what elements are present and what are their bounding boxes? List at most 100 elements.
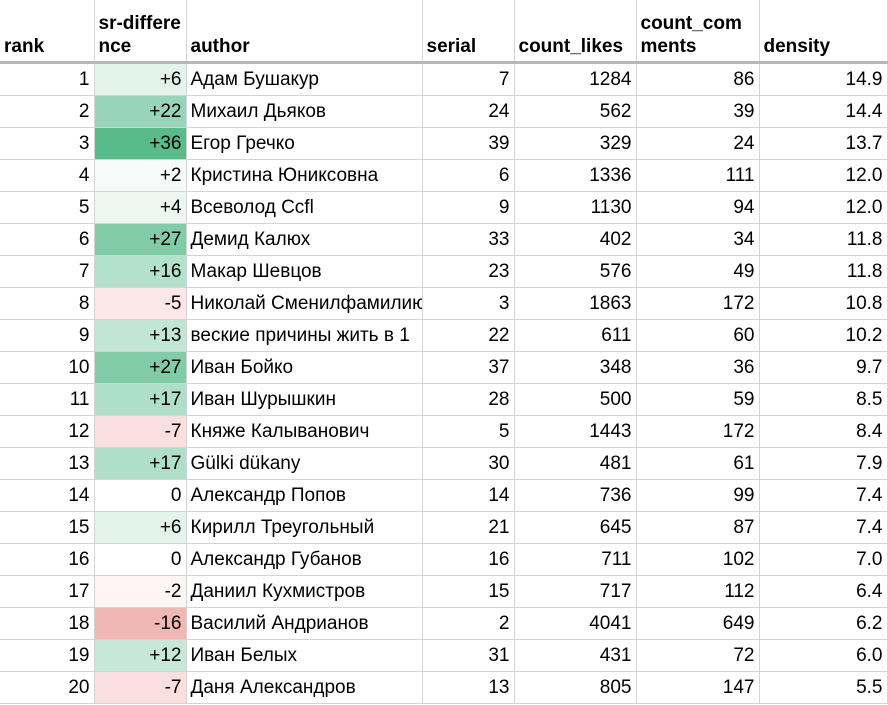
cell-sr-difference[interactable]: -7: [94, 671, 187, 704]
cell-author[interactable]: Макар Шевцов: [186, 255, 423, 288]
cell-rank[interactable]: 13: [0, 447, 95, 480]
cell-count-comments[interactable]: 99: [636, 479, 760, 512]
cell-count-comments[interactable]: 111: [636, 159, 760, 192]
cell-serial[interactable]: 21: [422, 511, 515, 544]
cell-rank[interactable]: 20: [0, 671, 95, 704]
cell-author[interactable]: Адам Бушакур: [186, 62, 423, 96]
cell-density[interactable]: 10.8: [759, 287, 888, 320]
cell-rank[interactable]: 7: [0, 255, 95, 288]
cell-density[interactable]: 12.0: [759, 191, 888, 224]
cell-count-likes[interactable]: 562: [514, 95, 637, 128]
cell-sr-difference[interactable]: -16: [94, 607, 187, 640]
cell-rank[interactable]: 16: [0, 543, 95, 576]
cell-density[interactable]: 7.0: [759, 543, 888, 576]
cell-density[interactable]: 12.0: [759, 159, 888, 192]
cell-count-likes[interactable]: 611: [514, 319, 637, 352]
cell-count-comments[interactable]: 94: [636, 191, 760, 224]
cell-count-comments[interactable]: 172: [636, 287, 760, 320]
header-rank[interactable]: rank: [0, 0, 95, 64]
cell-count-likes[interactable]: 736: [514, 479, 637, 512]
cell-count-comments[interactable]: 112: [636, 575, 760, 608]
cell-count-likes[interactable]: 805: [514, 671, 637, 704]
cell-author[interactable]: Александр Губанов: [186, 543, 423, 576]
cell-author[interactable]: Кирилл Треугольный: [186, 511, 423, 544]
cell-serial[interactable]: 24: [422, 95, 515, 128]
cell-rank[interactable]: 19: [0, 639, 95, 672]
cell-rank[interactable]: 18: [0, 607, 95, 640]
cell-serial[interactable]: 9: [422, 191, 515, 224]
cell-sr-difference[interactable]: +27: [94, 351, 187, 384]
cell-serial[interactable]: 3: [422, 287, 515, 320]
cell-rank[interactable]: 8: [0, 287, 95, 320]
cell-sr-difference[interactable]: +17: [94, 383, 187, 416]
cell-sr-difference[interactable]: +16: [94, 255, 187, 288]
cell-serial[interactable]: 7: [422, 62, 515, 96]
cell-count-likes[interactable]: 645: [514, 511, 637, 544]
cell-author[interactable]: Кристина Юниксовна: [186, 159, 423, 192]
cell-author[interactable]: Иван Бойко: [186, 351, 423, 384]
header-density[interactable]: density: [759, 0, 888, 64]
cell-density[interactable]: 7.4: [759, 479, 888, 512]
cell-count-likes[interactable]: 717: [514, 575, 637, 608]
cell-serial[interactable]: 5: [422, 415, 515, 448]
cell-density[interactable]: 11.8: [759, 255, 888, 288]
cell-rank[interactable]: 5: [0, 191, 95, 224]
cell-serial[interactable]: 33: [422, 223, 515, 256]
cell-density[interactable]: 6.0: [759, 639, 888, 672]
header-author[interactable]: author: [186, 0, 423, 64]
cell-count-likes[interactable]: 1130: [514, 191, 637, 224]
cell-sr-difference[interactable]: -7: [94, 415, 187, 448]
cell-serial[interactable]: 22: [422, 319, 515, 352]
cell-count-comments[interactable]: 36: [636, 351, 760, 384]
cell-author[interactable]: Даниил Кухмистров: [186, 575, 423, 608]
cell-sr-difference[interactable]: -5: [94, 287, 187, 320]
cell-serial[interactable]: 15: [422, 575, 515, 608]
cell-density[interactable]: 6.4: [759, 575, 888, 608]
cell-rank[interactable]: 1: [0, 62, 95, 96]
cell-count-likes[interactable]: 500: [514, 383, 637, 416]
cell-sr-difference[interactable]: +2: [94, 159, 187, 192]
cell-serial[interactable]: 14: [422, 479, 515, 512]
cell-density[interactable]: 14.4: [759, 95, 888, 128]
cell-rank[interactable]: 11: [0, 383, 95, 416]
cell-sr-difference[interactable]: +36: [94, 127, 187, 160]
cell-serial[interactable]: 23: [422, 255, 515, 288]
cell-author[interactable]: веские причины жить в 1: [186, 319, 423, 352]
cell-author[interactable]: Gülki dükany: [186, 447, 423, 480]
cell-count-comments[interactable]: 61: [636, 447, 760, 480]
cell-density[interactable]: 8.4: [759, 415, 888, 448]
cell-author[interactable]: Александр Попов: [186, 479, 423, 512]
cell-count-comments[interactable]: 102: [636, 543, 760, 576]
cell-density[interactable]: 10.2: [759, 319, 888, 352]
cell-count-likes[interactable]: 481: [514, 447, 637, 480]
cell-density[interactable]: 8.5: [759, 383, 888, 416]
cell-density[interactable]: 9.7: [759, 351, 888, 384]
cell-count-likes[interactable]: 4041: [514, 607, 637, 640]
cell-rank[interactable]: 12: [0, 415, 95, 448]
cell-author[interactable]: Иван Белых: [186, 639, 423, 672]
cell-author[interactable]: Иван Шурышкин: [186, 383, 423, 416]
cell-serial[interactable]: 28: [422, 383, 515, 416]
cell-author[interactable]: Княже Калыванович: [186, 415, 423, 448]
cell-count-comments[interactable]: 147: [636, 671, 760, 704]
cell-sr-difference[interactable]: 0: [94, 479, 187, 512]
cell-serial[interactable]: 31: [422, 639, 515, 672]
cell-serial[interactable]: 39: [422, 127, 515, 160]
cell-count-likes[interactable]: 1336: [514, 159, 637, 192]
cell-count-comments[interactable]: 60: [636, 319, 760, 352]
cell-sr-difference[interactable]: +13: [94, 319, 187, 352]
cell-count-likes[interactable]: 576: [514, 255, 637, 288]
cell-density[interactable]: 5.5: [759, 671, 888, 704]
cell-rank[interactable]: 6: [0, 223, 95, 256]
cell-count-comments[interactable]: 72: [636, 639, 760, 672]
cell-author[interactable]: Михаил Дьяков: [186, 95, 423, 128]
cell-rank[interactable]: 15: [0, 511, 95, 544]
cell-count-likes[interactable]: 1863: [514, 287, 637, 320]
cell-count-likes[interactable]: 1284: [514, 62, 637, 96]
cell-serial[interactable]: 6: [422, 159, 515, 192]
cell-sr-difference[interactable]: +27: [94, 223, 187, 256]
cell-sr-difference[interactable]: +6: [94, 62, 187, 96]
header-sr-difference[interactable]: sr-difference: [94, 0, 187, 64]
cell-author[interactable]: Даня Александров: [186, 671, 423, 704]
header-count-comments[interactable]: count_comments: [636, 0, 760, 64]
